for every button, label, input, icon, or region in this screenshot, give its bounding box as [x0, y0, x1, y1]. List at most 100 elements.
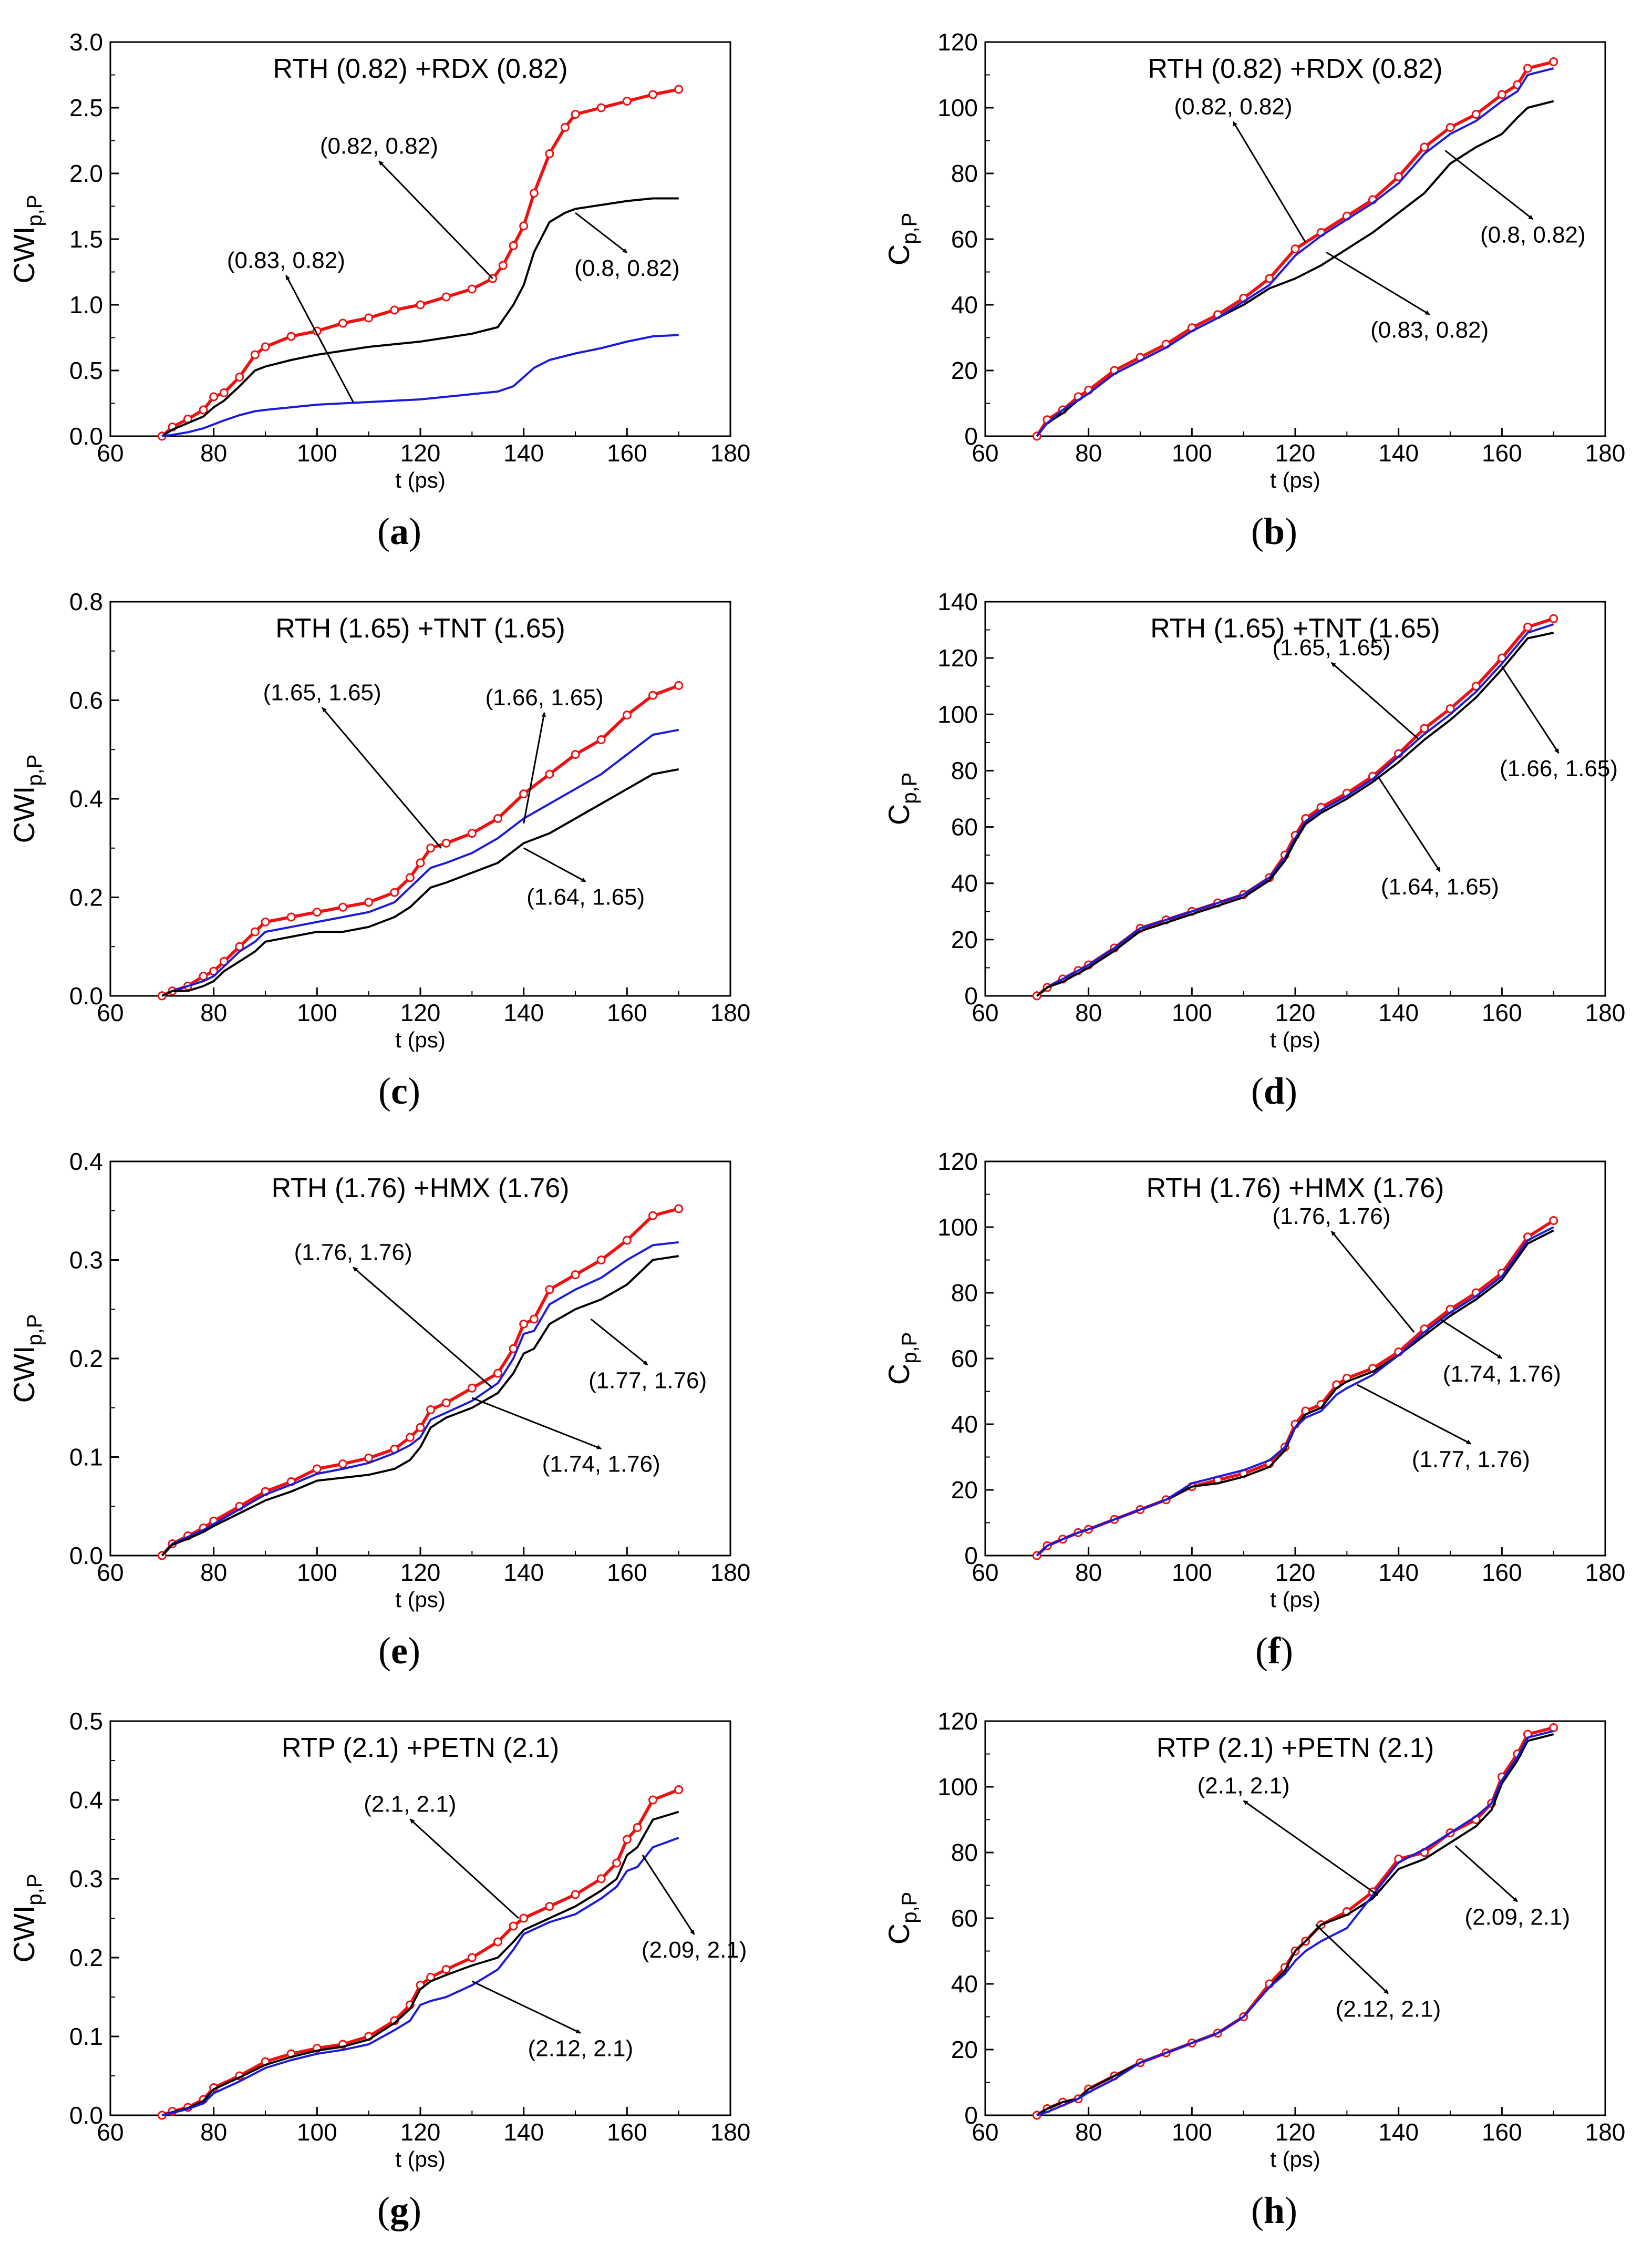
annotation-label: (1.64, 1.65) [1381, 874, 1499, 900]
series-(2.1, 2.1) [157, 1785, 684, 2120]
annotation-arrow [575, 212, 628, 254]
annotation-arrow [1243, 1800, 1379, 1896]
annotation-arrow [1315, 1924, 1389, 1994]
x-tick-label: 160 [607, 2118, 647, 2146]
chart-panel-e: 60 80 100 120 140 160 180 0.0 0.1 0.2 0.3 0.4 t (ps)… [7, 1148, 750, 1672]
data-point [426, 1405, 436, 1414]
x-tick-label: 180 [710, 999, 751, 1026]
data-point [390, 305, 399, 315]
y-axis-label-main: CWI [7, 786, 40, 843]
series-line [161, 728, 679, 997]
x-tick-label: 100 [297, 439, 337, 467]
x-tick-label: 160 [607, 1559, 647, 1586]
annotation-label: (0.83, 0.82) [1370, 317, 1489, 343]
y-tick-label: 60 [951, 1345, 978, 1372]
data-point [1420, 142, 1429, 152]
data-point [416, 300, 425, 310]
data-point [1497, 90, 1506, 99]
data-point [219, 388, 229, 397]
annotation-arrow [378, 160, 493, 280]
y-tick-label: 0 [964, 423, 978, 450]
data-point [1523, 64, 1532, 73]
annotation-arrow [471, 1980, 581, 2034]
series-(0.8, 0.82) [1036, 100, 1554, 437]
chart-title: RTP (2.1) +PETN (2.1) [1157, 1733, 1434, 1763]
plot-frame [109, 601, 731, 997]
y-tick-label: 40 [951, 1411, 978, 1438]
x-tick-label: 140 [1378, 1559, 1419, 1586]
chart-panel-c: 60 80 100 120 140 160 180 0.0 0.2 0.4 0.6 0.8 t (ps)… [7, 588, 750, 1112]
x-axis-label: t (ps) [1270, 468, 1320, 492]
data-point [199, 405, 208, 415]
x-tick-label: 120 [1275, 999, 1316, 1026]
annotation-label: (1.66, 1.65) [1500, 756, 1618, 781]
y-axis-label: Cp,P [882, 1332, 921, 1385]
panel-label-letter: b [1264, 510, 1285, 552]
data-point [545, 769, 554, 779]
annotation-arrow [1454, 1845, 1518, 1902]
panel-label-letter: g [390, 2189, 409, 2231]
x-tick-label: 80 [1075, 2118, 1102, 2146]
data-point [441, 1398, 451, 1407]
series-line [1036, 1226, 1554, 1557]
data-point [235, 373, 244, 382]
x-tick-label: 160 [607, 439, 647, 467]
annotation-label: (0.82, 0.82) [320, 133, 438, 159]
data-point [1549, 614, 1558, 623]
annotation-arrow [1330, 1230, 1415, 1333]
y-axis-label: Cp,P [882, 213, 921, 266]
x-tick-label: 120 [1275, 1559, 1316, 1586]
chart-title: RTH (0.82) +RDX (0.82) [273, 54, 567, 84]
series-(1.77, 1.76) [161, 1241, 679, 1557]
data-point [596, 1874, 606, 1884]
x-tick-label: 100 [297, 2118, 337, 2146]
x-tick-label: 100 [1172, 1559, 1212, 1586]
y-axis-label-sub: p,P [898, 213, 921, 244]
y-axis-label-sub: p,P [898, 1892, 921, 1923]
data-point [648, 1795, 657, 1805]
x-tick-label: 160 [1482, 999, 1522, 1026]
x-tick-label: 80 [200, 1559, 227, 1586]
data-point [312, 1464, 322, 1474]
panel-label-letter: h [1264, 2189, 1285, 2231]
series-(0.83, 0.82) [1036, 67, 1554, 437]
data-point [250, 927, 260, 937]
annotation-arrow [1326, 251, 1430, 315]
y-tick-label: 0.5 [69, 1707, 103, 1735]
x-tick-label: 120 [400, 2118, 441, 2146]
y-axis-label-main: CWI [7, 1906, 40, 1963]
x-tick-label: 60 [97, 1559, 123, 1586]
y-tick-label: 100 [937, 1773, 978, 1800]
y-tick-label: 80 [951, 160, 978, 187]
y-tick-label: 0 [964, 982, 978, 1010]
y-tick-label: 3.0 [69, 28, 103, 56]
y-tick-label: 0.6 [69, 687, 103, 714]
x-tick-label: 80 [200, 439, 227, 467]
series-line [1036, 67, 1554, 437]
plot-frame [109, 41, 731, 437]
data-point [338, 902, 347, 912]
annotation-label: (1.65, 1.65) [1272, 635, 1390, 661]
data-point [571, 1890, 580, 1899]
data-point [545, 1902, 554, 1911]
series-line [1036, 1733, 1554, 2116]
y-tick-label: 40 [951, 870, 978, 897]
x-tick-label: 180 [1585, 2118, 1626, 2146]
data-point [633, 1823, 642, 1832]
annotation-arrow [1501, 666, 1560, 754]
data-point [571, 750, 580, 759]
y-tick-label: 120 [937, 644, 978, 672]
y-tick-label: 2.5 [69, 94, 103, 121]
y-axis-label-main: CWI [7, 227, 40, 284]
x-tick-label: 60 [972, 999, 998, 1026]
annotation-arrow [1444, 150, 1534, 220]
panel-label-letter: c [391, 1070, 408, 1112]
plot-frame [109, 1160, 731, 1557]
annotation-label: (2.12, 2.1) [528, 2036, 634, 2062]
y-tick-label: 40 [951, 1970, 978, 1998]
annotation-label: (2.09, 2.1) [642, 1937, 747, 1963]
data-point [674, 1785, 684, 1794]
chart-panel-g: 60 80 100 120 140 160 180 0.0 0.1 0.2 0.3 0.4 0.5 t (… [7, 1707, 750, 2231]
y-tick-label: 0.0 [69, 2102, 103, 2129]
